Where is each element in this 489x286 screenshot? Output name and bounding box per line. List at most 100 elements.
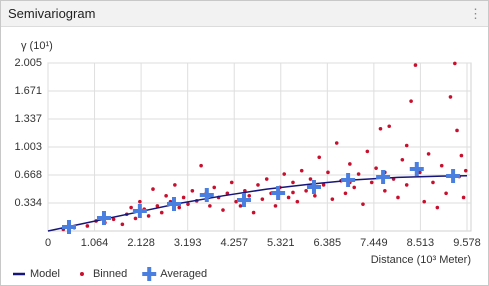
averaged-point [271, 186, 286, 201]
binned-point [348, 162, 352, 166]
averaged-point [96, 211, 111, 226]
binned-point [85, 224, 90, 228]
binned-point [383, 188, 387, 193]
binned-point [146, 214, 151, 218]
binned-point [164, 194, 168, 198]
x-tick-label: 6.385 [314, 237, 342, 249]
binned-point [229, 180, 234, 185]
binned-point [260, 197, 265, 201]
binned-point [418, 170, 422, 175]
binned-point [444, 191, 448, 196]
binned-point [365, 149, 370, 154]
binned-point [177, 205, 182, 210]
binned-point [356, 172, 361, 176]
binned-point [304, 188, 308, 193]
binned-point [256, 183, 260, 187]
y-axis-label: γ (10¹) [21, 40, 53, 52]
binned-point [413, 63, 418, 67]
menu-button[interactable]: ⋮ [469, 6, 482, 21]
binned-point [225, 191, 230, 196]
binned-point [238, 204, 243, 208]
x-tick-label: 2.128 [127, 237, 155, 249]
binned-point [396, 195, 400, 200]
binned-point [431, 180, 435, 185]
x-tick-label: 5.321 [267, 237, 295, 249]
binned-point [155, 204, 160, 208]
panel-title: Semivariogram [8, 6, 96, 21]
legend-label: Model [30, 268, 60, 280]
binned-point [181, 195, 186, 200]
model-line [47, 174, 468, 232]
x-tick-label: 8.513 [407, 237, 435, 249]
binned-point [313, 194, 317, 198]
binned-point [400, 157, 405, 162]
legend-label: Binned [93, 268, 127, 280]
binned-point [212, 185, 217, 190]
binned-point [448, 95, 453, 99]
legend-label: Averaged [160, 268, 207, 280]
binned-point [159, 210, 164, 215]
averaged-point [306, 180, 321, 195]
binned-point [352, 185, 357, 190]
chart: γ (10¹) 0.334 0.668 1.003 1.337 1.671 2.005 0 1… [13, 40, 481, 281]
x-tick-label: 1.064 [81, 237, 109, 249]
y-tick-label: 0.334 [14, 197, 42, 209]
binned-point [282, 172, 287, 176]
binned-point [343, 191, 348, 196]
binned-point [455, 128, 459, 133]
x-tick-label: 9.578 [453, 237, 481, 249]
binned-point [463, 168, 468, 173]
binned-point [404, 183, 409, 187]
binned-point [387, 124, 392, 129]
averaged-point [61, 219, 76, 234]
binned-point [264, 177, 269, 181]
averaged-point [446, 169, 461, 184]
binned-point [326, 170, 330, 175]
binned-point [190, 188, 195, 193]
binned-point [111, 217, 116, 222]
binned-point [361, 202, 365, 206]
binned-point [426, 152, 431, 156]
averaged-point [166, 197, 181, 212]
y-tick-label: 0.668 [14, 169, 42, 181]
binned-point [247, 194, 252, 198]
y-tick-label: 1.337 [14, 113, 42, 125]
binned-point [186, 202, 190, 206]
binned-point [374, 166, 378, 170]
binned-point [378, 126, 383, 131]
x-tick-label: 4.257 [220, 237, 248, 249]
binned-point [422, 199, 427, 204]
binned-point [291, 190, 295, 195]
binned-point [453, 61, 457, 66]
binned-point [151, 187, 155, 191]
binned-point [129, 205, 133, 210]
x-tick-label: 3.193 [174, 237, 202, 249]
averaged-point [376, 170, 391, 185]
binned-point [286, 195, 291, 200]
binned-point [295, 199, 300, 204]
legend-swatch [142, 267, 157, 281]
binned-point [330, 197, 335, 201]
binned-point [317, 155, 322, 160]
binned-point [334, 141, 339, 145]
x-tick-label: 0 [45, 237, 51, 249]
panel-header: Semivariogram [1, 1, 488, 27]
binned-point [173, 183, 177, 187]
binned-point [291, 180, 295, 185]
binned-point [439, 163, 444, 168]
binned-point [133, 216, 138, 221]
legend-swatch [79, 272, 84, 276]
binned-point [435, 205, 440, 210]
binned-point [308, 177, 313, 181]
y-tick-label: 1.003 [14, 141, 42, 153]
binned-point [138, 199, 142, 204]
averaged-point [341, 173, 356, 188]
binned-point [251, 210, 256, 215]
binned-point [461, 195, 466, 200]
x-tick-label: 7.449 [360, 237, 388, 249]
averaged-point [132, 203, 147, 218]
binned-point [199, 163, 203, 168]
binned-point [299, 168, 304, 173]
binned-point [120, 222, 125, 227]
binned-point [409, 99, 413, 103]
